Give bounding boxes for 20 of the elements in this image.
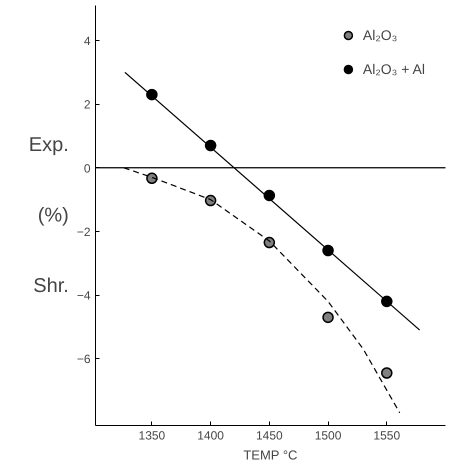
point (322, 312, 334, 324)
x-tick-label: 1450 (256, 428, 283, 442)
x-tick-label: 1350 (138, 428, 166, 442)
y-tick-label: 2 (84, 98, 91, 112)
y-tick-label: 0 (84, 161, 91, 176)
legend-label: Al₂O₃ (362, 27, 398, 43)
y-tick-label: −6 (76, 352, 91, 366)
y-tick-label: −2 (76, 224, 91, 239)
text: Exp. (%) Shr. (28, 134, 69, 297)
y-tick-label: −4 (76, 288, 91, 303)
point (146, 172, 158, 184)
x-tick-label: 1550 (373, 428, 400, 442)
point (264, 236, 276, 248)
point (381, 367, 393, 379)
y-tick-label: 4 (84, 34, 91, 48)
legend-label: Al₂O₃ + Al (362, 61, 425, 77)
point (204, 194, 216, 206)
x-tick-label: 1400 (197, 428, 224, 442)
x-tick-label: 1500 (314, 428, 342, 442)
x-axis-title: TEMP °C (243, 448, 298, 462)
